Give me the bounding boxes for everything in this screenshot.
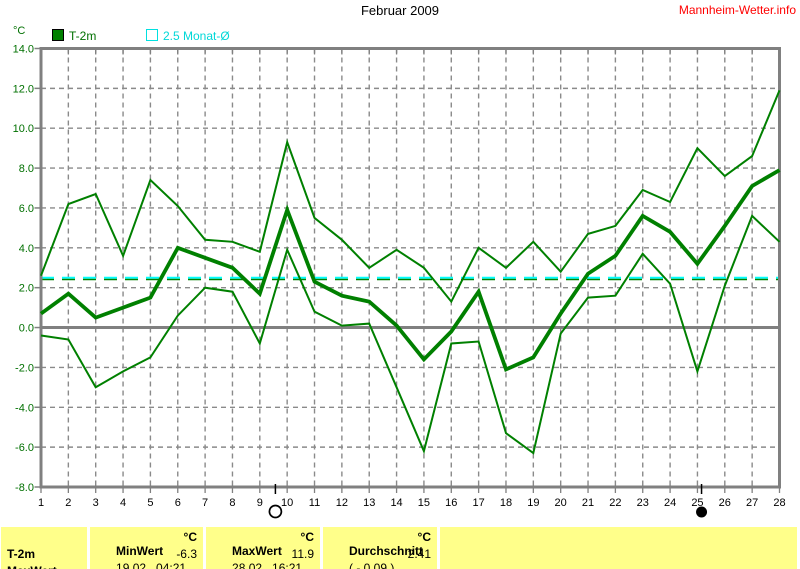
y-tick-label: 12.0 bbox=[13, 83, 34, 95]
table-col-empty bbox=[440, 527, 797, 569]
table-col-maxwert: MaxWert °C 28.02. 16:21 11.9 bbox=[206, 527, 320, 569]
legend-label-monat-avg: 2.5 Monat-Ø bbox=[163, 29, 230, 43]
y-tick-label: -6.0 bbox=[15, 442, 34, 454]
x-tick-label: 23 bbox=[637, 497, 649, 509]
minwert-unit: °C bbox=[183, 530, 197, 544]
x-tick-label: 3 bbox=[93, 497, 99, 509]
x-tick-label: 2 bbox=[65, 497, 71, 509]
x-tick-label: 19 bbox=[527, 497, 539, 509]
x-tick-label: 22 bbox=[609, 497, 621, 509]
plot-border bbox=[39, 47, 781, 489]
x-tick-label: 6 bbox=[175, 497, 181, 509]
maxwert-unit: °C bbox=[300, 530, 314, 544]
durchschnitt-value: 2.41 bbox=[407, 547, 431, 561]
watermark-link: Mannheim-Wetter.info bbox=[678, 3, 796, 17]
t2m-line-max bbox=[40, 90, 781, 304]
minwert-header: MinWert bbox=[116, 544, 164, 558]
durchschnitt-unit: °C bbox=[417, 530, 431, 544]
axis-ticks bbox=[34, 47, 781, 493]
gridlines bbox=[41, 48, 780, 487]
chart-plot-area: 14.0 12.0 10.0 8.0 6.0 4.0 2.0 0.0 -2.0 -4.0 -6.0 -… bbox=[13, 44, 786, 519]
maxwert-value: 11.9 bbox=[291, 547, 314, 561]
x-axis-labels: 1 2 3 4 5 6 7 8 9 10 11 12 13 14 15 16 17 18 19 20 21 22 23 24 2… bbox=[38, 497, 786, 509]
x-tick-label: 27 bbox=[746, 497, 758, 509]
t2m-line-min bbox=[40, 214, 781, 455]
durchschnitt-anomaly: ( - 0.09 ) bbox=[349, 561, 395, 569]
x-tick-label: 17 bbox=[473, 497, 485, 509]
x-tick-label: 4 bbox=[120, 497, 126, 509]
y-tick-label: 2.0 bbox=[19, 283, 34, 295]
x-tick-label: 14 bbox=[390, 497, 402, 509]
y-tick-label: 6.0 bbox=[19, 203, 34, 215]
table-col-series: T-2m MaxWert bbox=[1, 527, 87, 569]
table-col-minwert: MinWert °C 19.02. 04:21 -6.3 bbox=[90, 527, 203, 569]
legend-item-monat-avg: 2.5 Monat-Ø bbox=[146, 29, 230, 43]
x-tick-label: 15 bbox=[418, 497, 430, 509]
y-axis-unit-label: °C bbox=[13, 25, 26, 37]
y-tick-label: 0.0 bbox=[19, 323, 34, 335]
durchschnitt-header: Durchschnitt bbox=[349, 544, 424, 558]
x-tick-label: 24 bbox=[664, 497, 676, 509]
y-axis-labels: 14.0 12.0 10.0 8.0 6.0 4.0 2.0 0.0 -2.0 -4.0 -6.0 -… bbox=[13, 44, 34, 495]
x-tick-label: 10 bbox=[281, 497, 293, 509]
table-next-row-label: MaxWert bbox=[7, 564, 81, 569]
x-tick-label: 7 bbox=[202, 497, 208, 509]
t2m-series-swatch-icon bbox=[52, 29, 64, 41]
x-tick-label: 18 bbox=[500, 497, 512, 509]
x-tick-label: 25 bbox=[691, 497, 703, 509]
x-tick-label: 12 bbox=[336, 497, 348, 509]
y-tick-label: 8.0 bbox=[19, 163, 34, 175]
x-tick-label: 16 bbox=[445, 497, 457, 509]
y-tick-label: 4.0 bbox=[19, 243, 34, 255]
legend-label-t2m: T-2m bbox=[69, 29, 97, 43]
monat-avg-swatch-icon bbox=[146, 29, 158, 41]
x-tick-label: 26 bbox=[719, 497, 731, 509]
table-series-label: T-2m bbox=[7, 547, 36, 561]
minwert-value: -6.3 bbox=[176, 547, 197, 561]
minwert-datetime: 19.02. 04:21 bbox=[116, 561, 187, 569]
table-col-durchschnitt: Durchschnitt °C ( - 0.09 ) 2.41 bbox=[323, 527, 437, 569]
legend-item-t2m: T-2m bbox=[52, 29, 97, 43]
x-tick-label: 5 bbox=[147, 497, 153, 509]
maxwert-datetime: 28.02. 16:21 bbox=[232, 561, 303, 569]
x-tick-label: 28 bbox=[773, 497, 785, 509]
y-tick-label: -8.0 bbox=[15, 482, 34, 494]
x-tick-label: 21 bbox=[582, 497, 594, 509]
x-tick-label: 8 bbox=[229, 497, 235, 509]
page-title: Februar 2009 bbox=[360, 3, 440, 18]
y-tick-label: -2.0 bbox=[15, 362, 34, 374]
t2m-line-mean bbox=[39, 168, 781, 372]
x-tick-label: 9 bbox=[257, 497, 263, 509]
x-tick-label: 11 bbox=[309, 497, 320, 509]
y-tick-label: 14.0 bbox=[13, 44, 34, 56]
x-tick-label: 20 bbox=[555, 497, 567, 509]
full-moon-icon bbox=[268, 484, 283, 519]
x-tick-label: 1 bbox=[38, 497, 44, 509]
y-tick-label: -4.0 bbox=[15, 402, 34, 414]
maxwert-header: MaxWert bbox=[232, 544, 282, 558]
x-tick-label: 13 bbox=[363, 497, 375, 509]
new-moon-icon bbox=[696, 484, 708, 518]
y-tick-label: 10.0 bbox=[13, 123, 34, 135]
